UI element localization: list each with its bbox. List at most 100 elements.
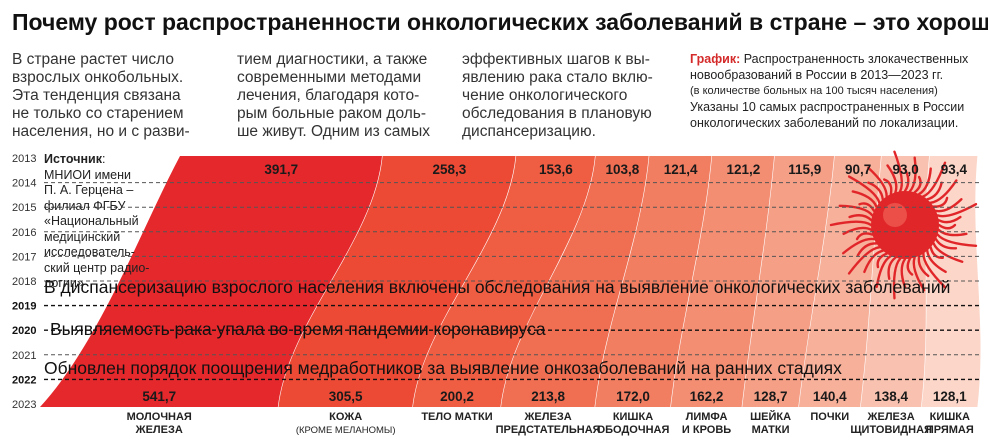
category-label-9: ЖЕЛЕЗА ЩИТОВИДНАЯ [850,411,932,436]
category-bands [40,155,982,408]
band-3 [412,156,596,407]
cell-spike [937,223,957,230]
value-2023-7: 128,7 [754,389,788,404]
value-2013-4: 103,8 [606,162,640,177]
cell-spike [937,228,968,237]
value-2013-8: 90,7 [845,162,871,177]
page-title: Почему рост распространенности онкологич… [12,9,988,35]
cell-spike [908,156,917,193]
cell-spike [855,232,874,241]
year-label-2014: 2014 [12,178,36,190]
value-2023-1: 541,7 [142,389,176,404]
event-2022: Обновлен порядок поощрения медработников… [44,358,842,378]
value-2013-3: 153,6 [539,162,573,177]
year-label-2016: 2016 [12,227,36,239]
cell-body [871,191,939,259]
cell-spike [917,167,932,196]
cell-spike [932,242,964,263]
value-labels: 391,7 541,7 258,3 305,5 153,6 200,2 103,8 213,8… [142,162,967,404]
cell-spike [863,249,884,274]
cell-spike [913,175,922,194]
value-2013-10: 93,4 [941,162,968,177]
cell-spike [887,256,897,280]
band-6 [670,156,775,407]
cell-spike [829,220,873,227]
value-2023-2: 305,5 [329,389,363,404]
cell-spike [936,202,978,218]
value-2013-2: 258,3 [432,162,466,177]
cell-spike [867,166,888,198]
value-2023-8: 140,4 [813,389,847,404]
cell-spike [886,164,898,194]
graph-note-lead: График: [690,52,741,66]
category-label-4: ЖЕЛЕЗА ПРЕДСТАТЕЛЬНАЯ [495,411,601,436]
cell-spike [934,237,958,250]
year-label-2015: 2015 [12,202,36,214]
intro-column-2: тием диагностики, а также современными м… [237,51,430,140]
event-2020: Выявляемость рака упала во время пандеми… [50,319,546,339]
cell-spike [926,181,943,201]
cell-spike [892,257,902,300]
cell-spike [893,150,903,193]
cell-spike [936,233,978,248]
cell-spike [876,252,888,269]
year-gridlines [44,182,982,381]
value-2013-1: 391,7 [264,162,298,177]
category-label-6: ЛИМФА И КРОВЬ [681,411,732,436]
year-label-2017: 2017 [12,251,36,263]
value-2023-10: 128,1 [933,389,967,404]
cell-spike [842,226,873,236]
band-4 [501,156,650,407]
year-label-2018: 2018 [12,276,36,288]
cell-highlight [883,203,907,227]
category-label-8: ПОЧКИ [810,411,850,423]
cell-spike [906,257,914,276]
cell-spike [883,178,893,196]
category-label-2: КОЖА (КРОМЕ МЕЛАНОМЫ) [295,411,396,436]
value-2013-9: 93,0 [893,162,919,177]
cell-spike [926,249,947,274]
category-label-7: ШЕЙКА МАТКИ [750,411,792,436]
category-label-10: КИШКА ПРЯМАЯ [925,411,974,436]
year-label-2022: 2022 [12,374,36,386]
cancer-cell-icon [829,150,978,300]
graph-note: График: Распространенность злокачественн… [690,52,969,130]
cell-spike [912,256,926,292]
cell-spike [900,257,907,289]
cell-spike [922,252,947,289]
category-label-1: МОЛОЧНАЯ ЖЕЛЕЗА [126,411,192,436]
cell-spike [851,190,878,208]
cell-spike [932,196,949,208]
intro-column-3: эффективных шагов к вы- явлению рака ста… [462,51,653,140]
value-2023-6: 162,2 [690,389,724,404]
cell-spike [858,202,876,213]
cell-spike [856,242,878,257]
year-label-2019: 2019 [12,301,36,313]
event-2018: В диспансеризацию взрослого населения вк… [44,277,950,297]
category-label-5: КИШКА ОБОДОЧНАЯ [596,411,670,436]
value-2023-5: 172,0 [616,389,650,404]
cell-spike [875,254,893,289]
cell-spike [922,161,947,198]
year-label-2021: 2021 [12,350,36,362]
intro-column-1: В стране растет число взрослых онкобольн… [12,51,190,140]
cell-spike [929,179,958,204]
value-2013-6: 121,2 [727,162,761,177]
value-2013-5: 121,4 [664,162,698,177]
year-label-2020: 2020 [12,325,36,337]
value-2023-4: 213,8 [531,389,565,404]
cell-spike [847,175,881,204]
cell-spike [847,246,881,275]
cell-spike [867,181,884,201]
value-2023-9: 138,4 [874,389,908,404]
category-label-3: ТЕЛО МАТКИ [421,411,493,423]
cell-spike [838,204,874,217]
cell-spike [848,214,873,222]
band-8 [798,156,882,407]
cell-spike [841,237,876,255]
year-label-2013: 2013 [12,153,36,165]
value-2023-3: 200,2 [440,389,474,404]
cell-spike [917,254,930,278]
source-note: Источник: МНИОИ имени П. А. Герцена – фи… [44,152,150,290]
